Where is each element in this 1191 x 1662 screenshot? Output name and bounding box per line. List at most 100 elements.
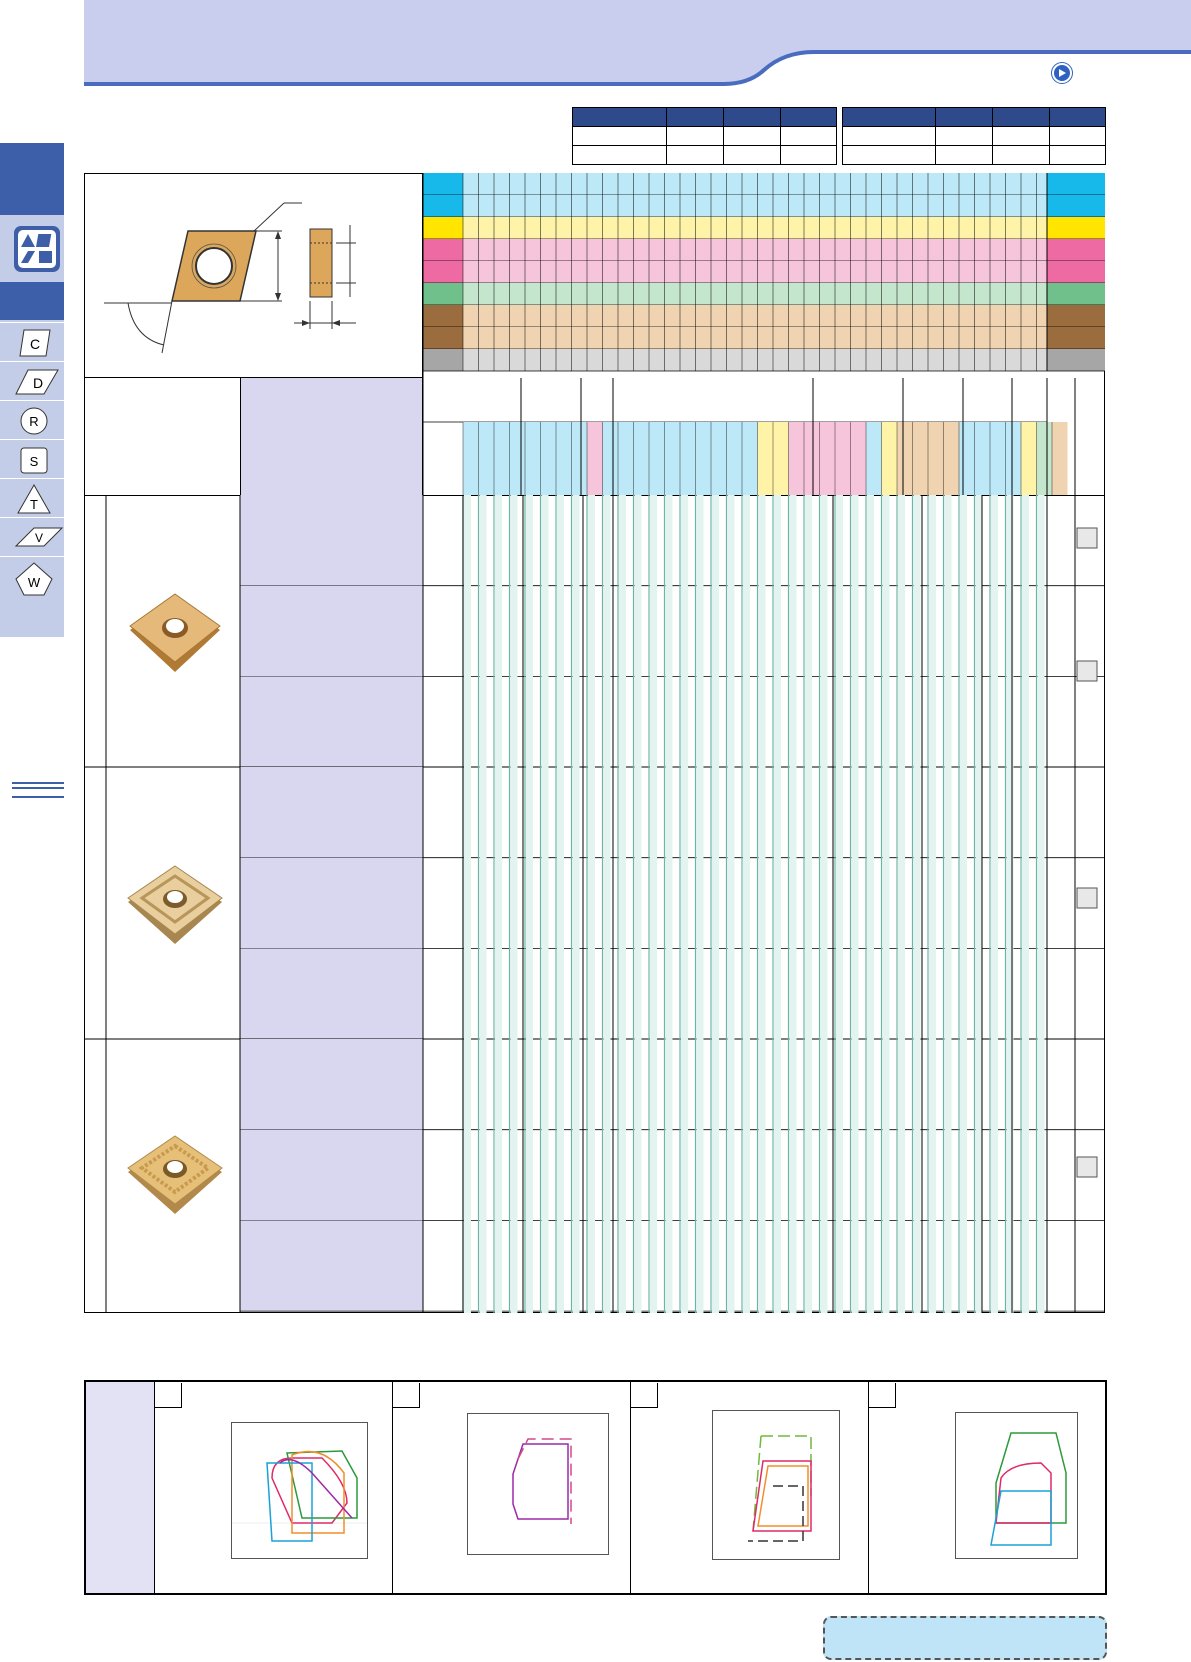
hdr-strip-cell [494, 422, 510, 495]
nav-button-t[interactable]: T [0, 478, 64, 517]
hdr-strip-cell [664, 422, 680, 495]
hdr-strip-cell [850, 422, 866, 495]
panel-tag-3 [631, 1383, 658, 1408]
hdr-strip-cell [1052, 422, 1068, 495]
grade-row-end-swatch [1047, 239, 1105, 261]
svg-text:D: D [33, 375, 43, 391]
hdr-strip-cell [571, 422, 587, 495]
r-shape-icon: R [20, 407, 48, 435]
product-name-cell [240, 585, 423, 677]
hdr-strip-cell [881, 422, 897, 495]
grade-row-end-swatch [1047, 283, 1105, 305]
grade-row-fill [463, 327, 1087, 349]
grade-column-fill [603, 495, 611, 1313]
grade-row-swatch [423, 195, 463, 217]
grade-column-fill [727, 495, 735, 1313]
grade-column-fill [774, 495, 781, 1313]
note-box [823, 1616, 1107, 1660]
hdr-strip-cell [680, 422, 696, 495]
nav-button-r[interactable]: R [0, 400, 64, 439]
next-page-arrow-icon[interactable] [1052, 63, 1072, 83]
product-name-cell [240, 676, 423, 768]
grade-row-swatch [423, 349, 463, 371]
grade-column-fill [541, 495, 549, 1313]
hdr-strip-cell [478, 422, 494, 495]
nav-button-s[interactable]: S [0, 439, 64, 478]
grade-column-fill [991, 495, 998, 1313]
panel-divider-4 [868, 1382, 869, 1593]
grade-column-fill [851, 495, 859, 1313]
product-name-cell [240, 1220, 423, 1312]
hdr-strip-cell [788, 422, 804, 495]
panel-divider-1 [154, 1382, 155, 1593]
range-chart-4 [955, 1412, 1078, 1559]
s-shape-icon: S [20, 447, 48, 474]
d-shape-icon: D [15, 369, 59, 395]
hdr-strip-cell [540, 422, 556, 495]
range-chart-2 [467, 1413, 609, 1555]
grade-column-fill [758, 495, 766, 1313]
grade-row-swatch [423, 173, 463, 195]
hdr-strip-cell [556, 422, 572, 495]
svg-text:V: V [35, 531, 43, 545]
nav-button-v[interactable]: V [0, 517, 64, 556]
grade-column-fill [495, 495, 502, 1313]
grade-column-fill [929, 495, 936, 1313]
grade-column-fill [665, 495, 673, 1313]
grade-row-swatch [423, 261, 463, 283]
nav-button-w[interactable]: W [0, 556, 64, 596]
grade-row-swatch [423, 305, 463, 327]
t-shape-icon: T [17, 483, 51, 514]
grade-row-fill [463, 173, 1087, 195]
svg-text:R: R [29, 414, 38, 429]
grade-row-end-swatch [1047, 349, 1105, 371]
product-table-body [84, 495, 1105, 1313]
product-name-cell [240, 495, 423, 586]
product-name-cell [240, 767, 423, 858]
grade-header-table-2 [842, 107, 1106, 165]
hdr-strip-cell [711, 422, 727, 495]
grade-column-fill [634, 495, 642, 1313]
v-shape-icon: V [14, 527, 64, 547]
nav-button-d[interactable]: D [0, 361, 64, 400]
product-name-cell [240, 1039, 423, 1130]
side-nav-selected [0, 282, 64, 320]
hdr-strip-cell [525, 422, 541, 495]
grade-column-fill [588, 495, 595, 1313]
hdr-strip-cell [773, 422, 789, 495]
grade-column-fill [510, 495, 518, 1313]
grade-row-end-swatch [1047, 195, 1105, 217]
grade-column-fill [526, 495, 533, 1313]
range-chart-1 [231, 1422, 369, 1559]
hdr-strip-cell [866, 422, 882, 495]
grade-row-swatch [423, 217, 463, 239]
grade-column-fill [1037, 495, 1045, 1313]
availability-box [1076, 527, 1098, 549]
grade-column-fill [867, 495, 874, 1313]
grade-row-fill [463, 283, 1087, 305]
grade-column-fill [789, 495, 797, 1313]
molded-insert-image [120, 1132, 230, 1222]
grade-column-fill [944, 495, 952, 1313]
hdr-strip-cell [804, 422, 820, 495]
grade-column-fill [479, 495, 487, 1313]
hdr-strip-cell [695, 422, 711, 495]
grade-column-fill [696, 495, 704, 1313]
grade-header-table-1 [572, 107, 837, 165]
hdr-strip-cell [742, 422, 758, 495]
c-shape-icon: C [19, 329, 51, 357]
hdr-strip-cell [633, 422, 649, 495]
hdr-strip-cell [649, 422, 665, 495]
nav-button-c[interactable]: C [0, 322, 64, 361]
workpiece-grade-grid [423, 173, 1105, 378]
panel-divider-2 [392, 1382, 393, 1593]
grade-row-swatch [423, 239, 463, 261]
hdr-strip-cell [897, 422, 913, 495]
hdr-strip-cell [959, 422, 975, 495]
panel-tag-1 [155, 1383, 182, 1408]
grade-row-end-swatch [1047, 305, 1105, 327]
chipbreaker-insert-image [120, 860, 230, 950]
side-section-tab[interactable] [0, 143, 64, 215]
hdr-strip-cell [1036, 422, 1052, 495]
hdr-strip-cell [819, 422, 835, 495]
